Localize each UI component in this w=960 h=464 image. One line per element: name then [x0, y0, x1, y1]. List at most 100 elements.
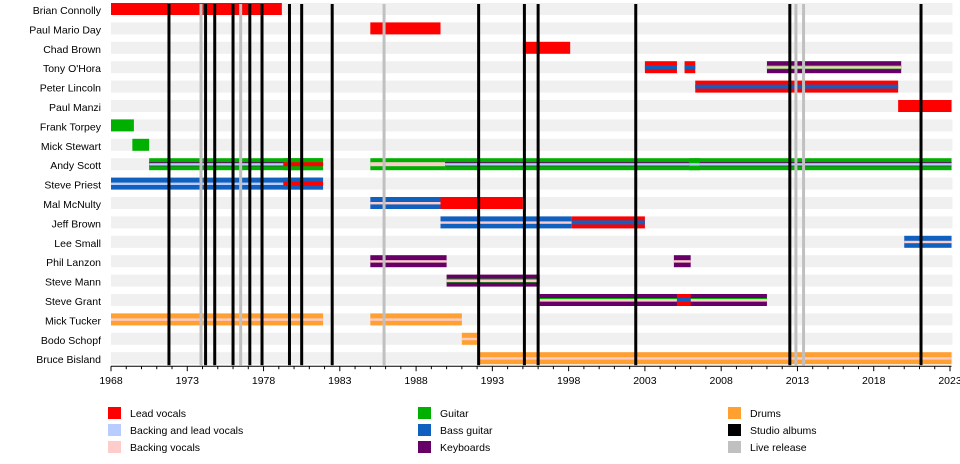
x-tick-label: 1968 [99, 375, 123, 387]
bar-core-back [370, 202, 441, 205]
legend-swatch-drums [728, 407, 741, 419]
row-background [111, 294, 953, 306]
legend-swatch-backlead [108, 424, 121, 436]
row-background [111, 235, 953, 248]
member-bar [111, 3, 282, 15]
member-bar [898, 100, 952, 112]
member-bar [676, 294, 691, 306]
member-label: Paul Mario Day [29, 24, 102, 36]
member-label: Steve Grant [45, 296, 101, 308]
member-bar [111, 119, 134, 132]
member-label: Peter Lincoln [40, 83, 101, 95]
x-tick-label: 1993 [481, 375, 505, 387]
bar-core-back [370, 318, 462, 321]
member-label: Tony O'Hora [43, 63, 101, 75]
live-release-line [382, 4, 386, 366]
member-bar [766, 61, 902, 74]
live-release-line [794, 4, 798, 366]
bar-inner-lead [283, 181, 324, 186]
legend-label: Live release [750, 442, 807, 454]
studio-album-line [919, 4, 923, 366]
bar-inner-back [370, 162, 446, 167]
member-label: Phil Lanzon [46, 257, 101, 269]
member-bar [446, 274, 540, 287]
x-tick-label: 1983 [328, 375, 352, 387]
member-bar [684, 61, 696, 74]
studio-album-line [204, 4, 208, 366]
member-bar [461, 332, 479, 345]
member-bar [283, 158, 324, 171]
bar-segment-lead [370, 22, 441, 35]
member-labels: Brian Connolly Paul Mario Day Chad Brown To… [29, 5, 102, 366]
studio-album-line [477, 4, 481, 366]
bar-core-back [370, 260, 447, 263]
member-bar [132, 138, 150, 151]
row-background [111, 100, 953, 112]
studio-album-line [287, 4, 291, 366]
studio-album-line [522, 4, 526, 366]
studio-album-line [536, 4, 540, 366]
bar-core-back [440, 221, 572, 224]
member-label: Steve Priest [44, 180, 101, 192]
member-label: Andy Scott [50, 160, 101, 172]
live-release-line [802, 4, 806, 366]
member-label: Bruce Bisland [36, 354, 101, 366]
studio-album-line [213, 4, 217, 366]
member-label: Steve Mann [45, 277, 101, 289]
row-background [111, 332, 953, 345]
bar-core-backlead [689, 163, 700, 166]
studio-album-line [300, 4, 304, 366]
x-tick-label: 1978 [252, 375, 276, 387]
legend-swatch-guitar [418, 407, 431, 419]
member-bar [111, 313, 324, 326]
legend-swatch-live [728, 441, 741, 453]
bar-core-back [461, 337, 479, 341]
bar-core-backlead [111, 182, 324, 185]
bar-segment-lead [440, 197, 523, 209]
row-background [111, 119, 953, 132]
member-label: Mick Stewart [41, 141, 101, 153]
member-bar [539, 294, 767, 306]
live-release-line [199, 4, 203, 366]
live-release-line [239, 4, 243, 366]
x-tick-label: 2023 [938, 375, 960, 387]
legend-label: Backing vocals [130, 442, 200, 454]
legend-swatch-back [108, 441, 121, 453]
member-label: Bodo Schopf [41, 335, 101, 347]
member-bar [571, 216, 645, 229]
legend-item: Lead vocals [108, 407, 186, 420]
legend-label: Bass guitar [440, 425, 493, 437]
legend-item: Live release [728, 441, 807, 454]
studio-album-line [248, 4, 252, 366]
x-tick-label: 2013 [786, 375, 810, 387]
x-tick-label: 1973 [176, 375, 200, 387]
x-tick-label: 2018 [862, 375, 886, 387]
member-bar [370, 22, 441, 35]
legend-label: Drums [750, 408, 781, 420]
member-label: Mal McNulty [43, 199, 102, 211]
row-background [111, 255, 953, 268]
member-label: Lee Small [54, 238, 101, 250]
legend-swatch-keys [418, 441, 431, 453]
bar-inner-bass [676, 298, 691, 302]
bar-segment-lead [522, 41, 571, 54]
bar-segment-lead [111, 3, 282, 15]
bar-segment-lead [898, 100, 952, 112]
row-background [111, 61, 953, 74]
x-tick-label: 1998 [557, 375, 581, 387]
member-bar [689, 158, 700, 171]
bar-inner-bass [684, 65, 696, 70]
member-bar [673, 255, 691, 268]
legend-label: Lead vocals [130, 408, 186, 420]
bar-segment-guitar [132, 138, 150, 151]
x-tick-label: 1988 [404, 375, 428, 387]
member-bar [283, 177, 324, 190]
bar-core-back [478, 357, 952, 360]
member-bar [370, 313, 462, 326]
legend-item: Drums [728, 407, 781, 420]
legend-item: Backing vocals [108, 441, 200, 454]
legend-swatch-bass [418, 424, 431, 436]
member-bar [522, 41, 571, 54]
x-tick-label: 2003 [633, 375, 657, 387]
